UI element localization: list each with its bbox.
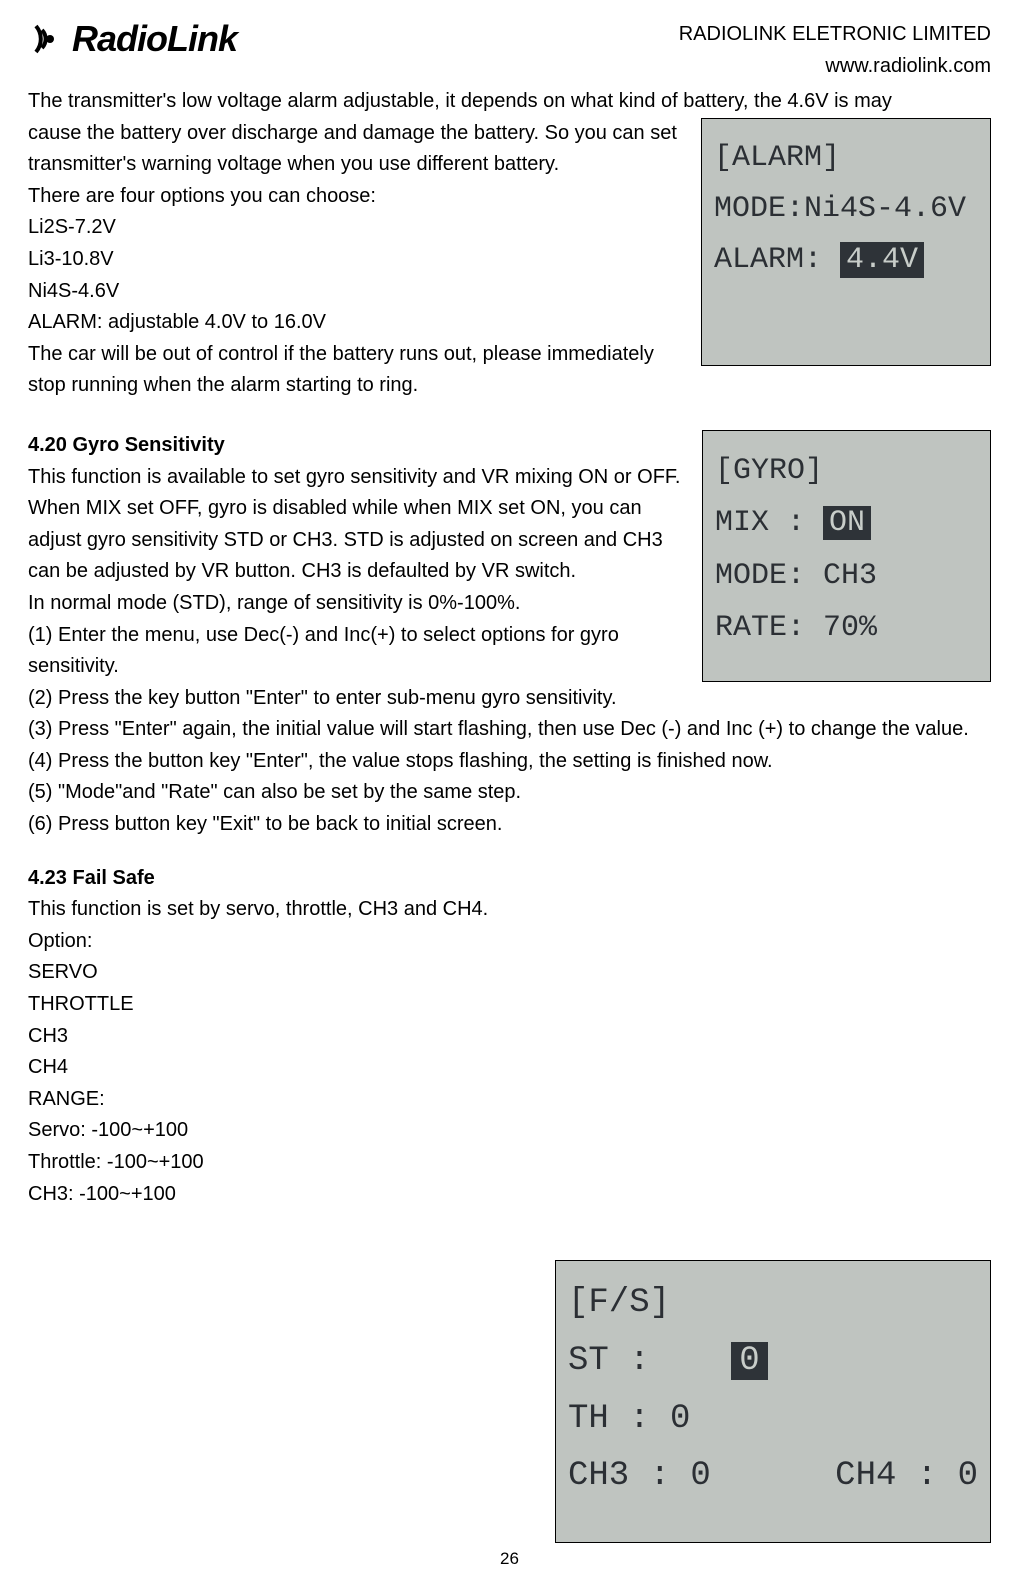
- gyro-step5: (5) "Mode"and "Rate" can also be set by …: [28, 777, 991, 809]
- failsafe-r3: CH3: -100~+100: [28, 1179, 991, 1211]
- gyro-p1: This function is available to set gyro s…: [28, 462, 688, 494]
- alarm-opt3: Ni4S-4.6V: [28, 276, 687, 308]
- gyro-text-column: 4.20 Gyro Sensitivity This function is a…: [28, 430, 688, 683]
- lcd-title: [F/S]: [568, 1275, 978, 1333]
- failsafe-lcd-screenshot: [F/S] ST : 0 TH : 0 CH3 : 0 CH4 : 0: [555, 1260, 991, 1543]
- failsafe-o2: THROTTLE: [28, 989, 991, 1021]
- lcd-ch3: CH3 : 0: [568, 1448, 711, 1506]
- alarm-opt4: ALARM: adjustable 4.0V to 16.0V: [28, 307, 687, 339]
- lcd-st-line: ST : 0: [568, 1333, 978, 1391]
- lcd-mix-line: MIX : ON: [715, 497, 978, 550]
- alarm-text-column: cause the battery over discharge and dam…: [28, 118, 687, 402]
- alarm-p3: The car will be out of control if the ba…: [28, 339, 687, 402]
- gyro-step4: (4) Press the button key "Enter", the va…: [28, 746, 991, 778]
- lcd-ch-line: CH3 : 0 CH4 : 0: [568, 1448, 978, 1506]
- alarm-opt2: Li3-10.8V: [28, 244, 687, 276]
- lcd-mode-label: MODE:: [714, 192, 804, 226]
- failsafe-option-label: Option:: [28, 926, 991, 958]
- company-name: RADIOLINK ELETRONIC LIMITED: [679, 18, 991, 50]
- gyro-p2: When MIX set OFF, gyro is disabled while…: [28, 493, 688, 588]
- failsafe-o4: CH4: [28, 1052, 991, 1084]
- failsafe-o1: SERVO: [28, 957, 991, 989]
- gyro-lcd-screenshot: [GYRO] MIX : ON MODE: CH3 RATE: 70%: [702, 430, 991, 682]
- company-url: www.radiolink.com: [679, 50, 991, 82]
- page-header: RadioLink RADIOLINK ELETRONIC LIMITED ww…: [28, 18, 991, 82]
- header-right: RADIOLINK ELETRONIC LIMITED www.radiolin…: [679, 18, 991, 82]
- alarm-row: cause the battery over discharge and dam…: [28, 118, 991, 402]
- gyro-heading: 4.20 Gyro Sensitivity: [28, 430, 688, 462]
- lcd-line2: ALARM: 4.4V: [714, 235, 978, 286]
- lcd-line1: MODE:Ni4S-4.6V: [714, 184, 978, 235]
- alarm-opt1: Li2S-7.2V: [28, 212, 687, 244]
- logo-signal-icon: [28, 20, 70, 58]
- alarm-lcd-screenshot: [ALARM] MODE:Ni4S-4.6V ALARM: 4.4V: [701, 118, 991, 366]
- lcd-alarm-value: 4.4V: [840, 242, 924, 278]
- failsafe-p1: This function is set by servo, throttle,…: [28, 894, 991, 926]
- failsafe-r1: Servo: -100~+100: [28, 1115, 991, 1147]
- gyro-step1: (1) Enter the menu, use Dec(-) and Inc(+…: [28, 620, 688, 683]
- page-content: The transmitter's low voltage alarm adju…: [28, 86, 991, 1210]
- lcd-alarm-label: ALARM:: [714, 243, 822, 277]
- alarm-p2: There are four options you can choose:: [28, 181, 687, 213]
- alarm-p1: cause the battery over discharge and dam…: [28, 118, 687, 181]
- lcd-rate-line: RATE: 70%: [715, 602, 978, 655]
- logo: RadioLink: [28, 18, 237, 60]
- lcd-title: [GYRO]: [715, 445, 978, 498]
- lcd-st-label: ST :: [568, 1342, 650, 1380]
- lcd-th-line: TH : 0: [568, 1391, 978, 1449]
- lcd-mode-line: MODE: CH3: [715, 550, 978, 603]
- lcd-st-value: 0: [731, 1342, 767, 1380]
- lcd-mode-value: Ni4S-4.6V: [804, 192, 966, 226]
- lcd-title: [ALARM]: [714, 133, 978, 184]
- gyro-step3: (3) Press "Enter" again, the initial val…: [28, 714, 991, 746]
- alarm-intro-line: The transmitter's low voltage alarm adju…: [28, 86, 991, 118]
- failsafe-heading: 4.23 Fail Safe: [28, 863, 991, 895]
- failsafe-r2: Throttle: -100~+100: [28, 1147, 991, 1179]
- failsafe-o3: CH3: [28, 1021, 991, 1053]
- lcd-mix-label: MIX :: [715, 506, 805, 540]
- page-number: 26: [0, 1549, 1019, 1569]
- gyro-p3: In normal mode (STD), range of sensitivi…: [28, 588, 688, 620]
- lcd-ch4: CH4 : 0: [835, 1448, 978, 1506]
- gyro-row: 4.20 Gyro Sensitivity This function is a…: [28, 430, 991, 683]
- gyro-step6: (6) Press button key "Exit" to be back t…: [28, 809, 991, 841]
- gyro-step2: (2) Press the key button "Enter" to ente…: [28, 683, 991, 715]
- failsafe-range-label: RANGE:: [28, 1084, 991, 1116]
- logo-text: RadioLink: [72, 18, 237, 60]
- lcd-mix-value: ON: [823, 506, 871, 540]
